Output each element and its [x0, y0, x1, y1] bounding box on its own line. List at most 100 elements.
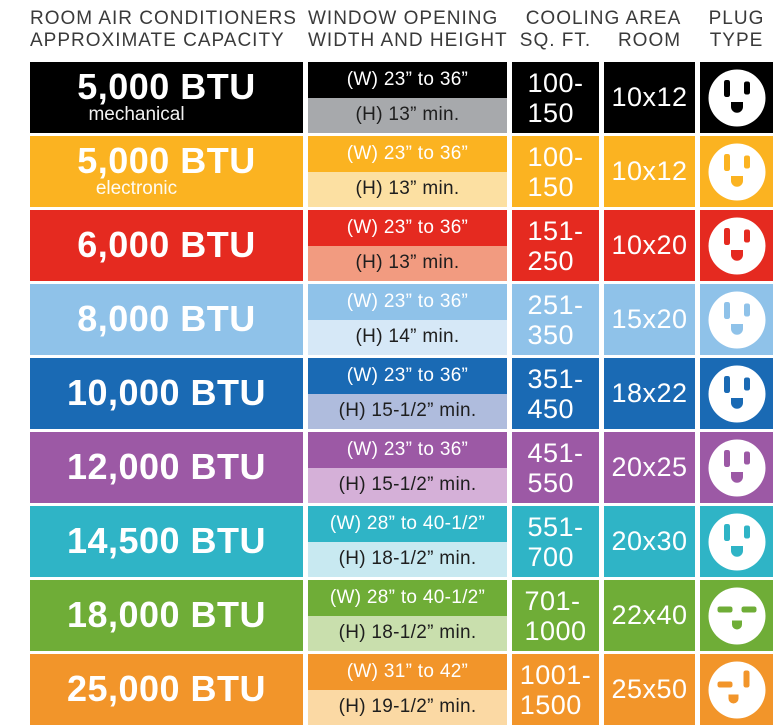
room-value: 15x20 [611, 304, 688, 334]
window-opening-cell: (W) 31” to 42” (H) 19-1/2” min. [308, 654, 507, 725]
sqft-line: 700 [527, 541, 575, 572]
cooling-area-title: COOLING AREA [525, 8, 682, 29]
sqft-value: 351- 450 [527, 364, 583, 424]
capacity-cell: 14,500 BTU [30, 506, 303, 577]
table-row: 18,000 BTU (W) 28” to 40-1/2” (H) 18-1/2… [30, 580, 773, 651]
cooling-sqft-cell: 551- 700 [512, 506, 599, 577]
room-value: 25x50 [611, 674, 688, 704]
capacity-cell: 18,000 BTU [30, 580, 303, 651]
window-width-band: (W) 28” to 40-1/2” [308, 506, 507, 542]
sqft-line: 100- [527, 67, 584, 98]
btu-capacity: 8,000 BTU [77, 298, 256, 340]
window-height-band: (H) 13” min. [308, 97, 507, 133]
window-width-band: (W) 23” to 36” [308, 284, 507, 320]
sqft-line: 150 [527, 97, 575, 128]
cooling-sqft-cell: 451- 550 [512, 432, 599, 503]
window-opening-cell: (W) 28” to 40-1/2” (H) 18-1/2” min. [308, 506, 507, 577]
cooling-room-cell: 20x30 [604, 506, 695, 577]
capacity-cell: 6,000 BTU [30, 210, 303, 281]
window-width-band: (W) 23” to 36” [308, 136, 507, 172]
outlet-5-15-icon [707, 142, 767, 202]
sqft-line: 551- [527, 511, 584, 542]
window-height-band: (H) 18-1/2” min. [308, 615, 507, 651]
outlet-5-15-icon [707, 438, 767, 498]
window-header-line2: WIDTH AND HEIGHT [308, 30, 508, 51]
plug-cell [700, 580, 773, 651]
window-width-band: (W) 23” to 36” [308, 358, 507, 394]
sqft-line: 250 [527, 245, 575, 276]
plug-cell [700, 210, 773, 281]
room-value: 22x40 [611, 600, 688, 630]
cooling-room-cell: 10x20 [604, 210, 695, 281]
btu-capacity: 5,000 BTU [77, 65, 256, 107]
window-height-band: (H) 18-1/2” min. [308, 541, 507, 577]
cooling-room-cell: 10x12 [604, 62, 695, 133]
outlet-6-15-icon [707, 586, 767, 646]
room-value: 18x22 [611, 378, 688, 408]
plug-header-line2: TYPE [709, 30, 764, 51]
capacity-cell: 25,000 BTU [30, 654, 303, 725]
sqft-header: SQ. FT. [519, 30, 592, 51]
window-height-band: (H) 13” min. [308, 245, 507, 281]
window-width-band: (W) 31” to 42” [308, 654, 507, 690]
plug-cell [700, 506, 773, 577]
cooling-sqft-cell: 100- 150 [512, 62, 599, 133]
window-width-band: (W) 28” to 40-1/2” [308, 580, 507, 616]
table-row: 5,000 BTU mechanical (W) 23” to 36” (H) … [30, 62, 773, 133]
window-height-band: (H) 19-1/2” min. [308, 689, 507, 725]
window-width-band: (W) 23” to 36” [308, 62, 507, 98]
window-opening-cell: (W) 23” to 36” (H) 15-1/2” min. [308, 432, 507, 503]
btu-capacity: 12,000 BTU [66, 446, 267, 488]
sqft-value: 151- 250 [527, 216, 583, 276]
cooling-sqft-cell: 351- 450 [512, 358, 599, 429]
plug-cell [700, 358, 773, 429]
table-row: 25,000 BTU (W) 31” to 42” (H) 19-1/2” mi… [30, 654, 773, 725]
capacity-header-line2: APPROXIMATE CAPACITY [30, 30, 285, 51]
table-header: ROOM AIR CONDITIONERS APPROXIMATE CAPACI… [30, 0, 773, 62]
window-height-band: (H) 15-1/2” min. [308, 393, 507, 429]
plug-cell [700, 654, 773, 725]
outlet-5-15-icon [707, 216, 767, 276]
cooling-sqft-cell: 251- 350 [512, 284, 599, 355]
window-opening-cell: (W) 23” to 36” (H) 14” min. [308, 284, 507, 355]
cooling-room-cell: 18x22 [604, 358, 695, 429]
sqft-line: 351- [527, 363, 584, 394]
btu-capacity: 14,500 BTU [66, 520, 267, 562]
plug-cell [700, 62, 773, 133]
plug-cell [700, 432, 773, 503]
sqft-value: 251- 350 [527, 290, 583, 350]
capacity-cell: 5,000 BTU mechanical [30, 62, 303, 133]
window-header-line1: WINDOW OPENING [308, 8, 499, 29]
cooling-area-header: COOLING AREA SQ. FT. ROOM [512, 8, 695, 62]
capacity-cell: 10,000 BTU [30, 358, 303, 429]
cooling-sqft-cell: 100- 150 [512, 136, 599, 207]
btu-capacity: 18,000 BTU [66, 594, 267, 636]
table-row: 14,500 BTU (W) 28” to 40-1/2” (H) 18-1/2… [30, 506, 773, 577]
cooling-sqft-cell: 1001- 1500 [512, 654, 599, 725]
outlet-5-15-icon [707, 68, 767, 128]
cooling-room-cell: 20x25 [604, 432, 695, 503]
btu-capacity: 10,000 BTU [66, 372, 267, 414]
outlet-5-15-icon [707, 290, 767, 350]
window-height-band: (H) 14” min. [308, 319, 507, 355]
window-height-band: (H) 15-1/2” min. [308, 467, 507, 503]
plug-header: PLUG TYPE [700, 8, 773, 62]
sqft-line: 100- [527, 141, 584, 172]
sqft-value: 451- 550 [527, 438, 583, 498]
btu-capacity: 25,000 BTU [66, 668, 267, 710]
sqft-line: 1500 [519, 689, 582, 720]
outlet-5-15-icon [707, 512, 767, 572]
cooling-room-cell: 15x20 [604, 284, 695, 355]
plug-cell [700, 136, 773, 207]
plug-cell [700, 284, 773, 355]
room-value: 10x12 [611, 156, 688, 186]
table-row: 10,000 BTU (W) 23” to 36” (H) 15-1/2” mi… [30, 358, 773, 429]
window-opening-cell: (W) 28” to 40-1/2” (H) 18-1/2” min. [308, 580, 507, 651]
cooling-room-cell: 22x40 [604, 580, 695, 651]
sqft-line: 1001- [519, 659, 592, 690]
window-width-band: (W) 23” to 36” [308, 432, 507, 468]
capacity-header: ROOM AIR CONDITIONERS APPROXIMATE CAPACI… [30, 8, 303, 62]
sqft-line: 350 [527, 319, 575, 350]
room-value: 20x25 [611, 452, 688, 482]
sqft-value: 100- 150 [527, 68, 583, 128]
